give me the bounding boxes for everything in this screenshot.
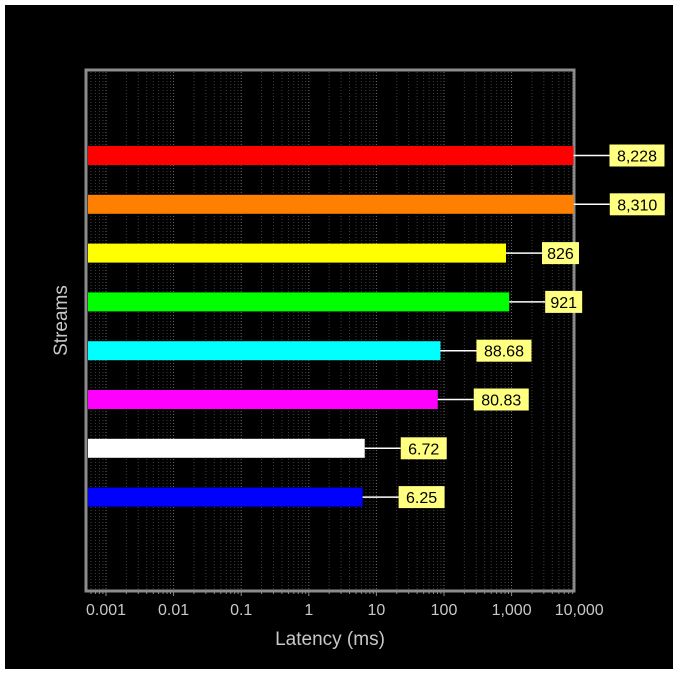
data-label-6: 6.72 — [408, 441, 439, 458]
x-tick-label-5: 100 — [431, 602, 458, 619]
bar-2 — [88, 243, 506, 263]
chart-panel: 8,228 8,310 826 921 88.68 80.83 6.72 6.25 0.001 0… — [5, 5, 673, 669]
data-label-7: 6.25 — [406, 490, 437, 507]
data-label-1: 8,310 — [617, 197, 657, 214]
x-axis-title: Latency (ms) — [275, 629, 385, 650]
bar-5 — [88, 390, 438, 409]
bar-7 — [88, 487, 363, 507]
data-label-box-5 — [473, 388, 529, 411]
data-label-4: 88.68 — [484, 344, 524, 361]
x-tick-label-7: 10,000 — [555, 602, 604, 619]
x-tick-label-6: 1,000 — [492, 602, 532, 619]
x-tick-label-0: 0.001 — [86, 602, 126, 619]
data-label-box-3 — [545, 290, 583, 313]
y-axis-title: Streams — [51, 285, 72, 356]
data-label-box-7 — [398, 486, 445, 509]
bar-4 — [88, 341, 441, 361]
data-label-3: 921 — [550, 295, 577, 312]
bar-3 — [88, 292, 510, 312]
bar-6 — [88, 438, 365, 458]
x-tick-label-1: 0.01 — [158, 602, 189, 619]
data-label-0: 8,228 — [617, 149, 657, 166]
data-label-box-6 — [400, 437, 447, 460]
data-label-2: 826 — [547, 246, 574, 263]
data-label-box-0 — [609, 144, 665, 167]
x-tick-label-4: 10 — [368, 602, 386, 619]
data-label-box-1 — [609, 193, 665, 216]
bar-1 — [88, 194, 574, 214]
plot-frame — [84, 68, 576, 593]
data-label-5: 80.83 — [481, 393, 521, 410]
x-tick-label-3: 1 — [304, 602, 313, 619]
bar-0 — [88, 146, 574, 165]
data-label-box-2 — [541, 242, 579, 265]
data-label-box-4 — [476, 339, 532, 362]
x-tick-label-2: 0.1 — [230, 602, 252, 619]
latency-bar-chart: 8,228 8,310 826 921 88.68 80.83 6.72 6.25 0.001 0… — [51, 68, 665, 650]
